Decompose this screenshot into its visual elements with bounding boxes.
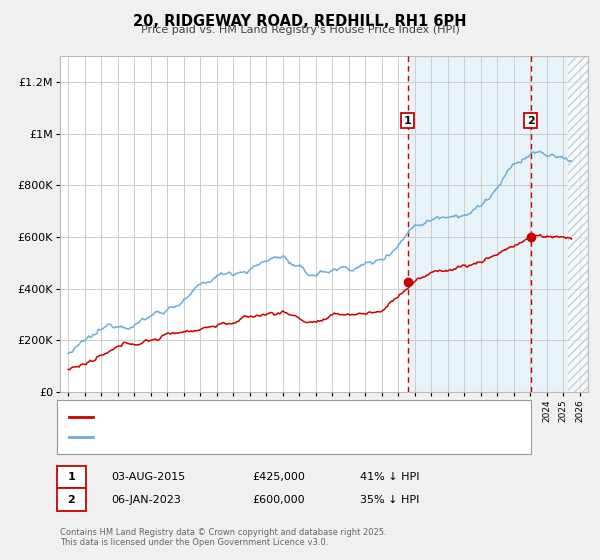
Text: Contains HM Land Registry data © Crown copyright and database right 2025.
This d: Contains HM Land Registry data © Crown c… [60,528,386,547]
Text: 2: 2 [68,494,75,505]
Text: 1: 1 [404,115,412,125]
Text: 35% ↓ HPI: 35% ↓ HPI [360,494,419,505]
Text: 2: 2 [527,115,535,125]
Text: 1: 1 [68,472,75,482]
Text: 06-JAN-2023: 06-JAN-2023 [111,494,181,505]
Text: 41% ↓ HPI: 41% ↓ HPI [360,472,419,482]
Text: £600,000: £600,000 [252,494,305,505]
Text: £425,000: £425,000 [252,472,305,482]
Text: HPI: Average price, detached house, Reigate and Banstead: HPI: Average price, detached house, Reig… [98,432,392,442]
Text: 20, RIDGEWAY ROAD, REDHILL, RH1 6PH (detached house): 20, RIDGEWAY ROAD, REDHILL, RH1 6PH (det… [98,412,391,422]
Bar [408,56,588,392]
Bar [568,56,588,392]
Text: 20, RIDGEWAY ROAD, REDHILL, RH1 6PH: 20, RIDGEWAY ROAD, REDHILL, RH1 6PH [133,14,467,29]
Text: 03-AUG-2015: 03-AUG-2015 [111,472,185,482]
Text: Price paid vs. HM Land Registry's House Price Index (HPI): Price paid vs. HM Land Registry's House … [140,25,460,35]
